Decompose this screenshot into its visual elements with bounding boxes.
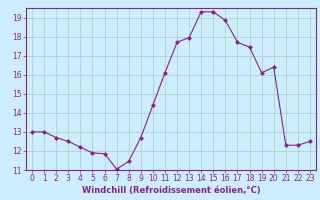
X-axis label: Windchill (Refroidissement éolien,°C): Windchill (Refroidissement éolien,°C) [82,186,260,195]
